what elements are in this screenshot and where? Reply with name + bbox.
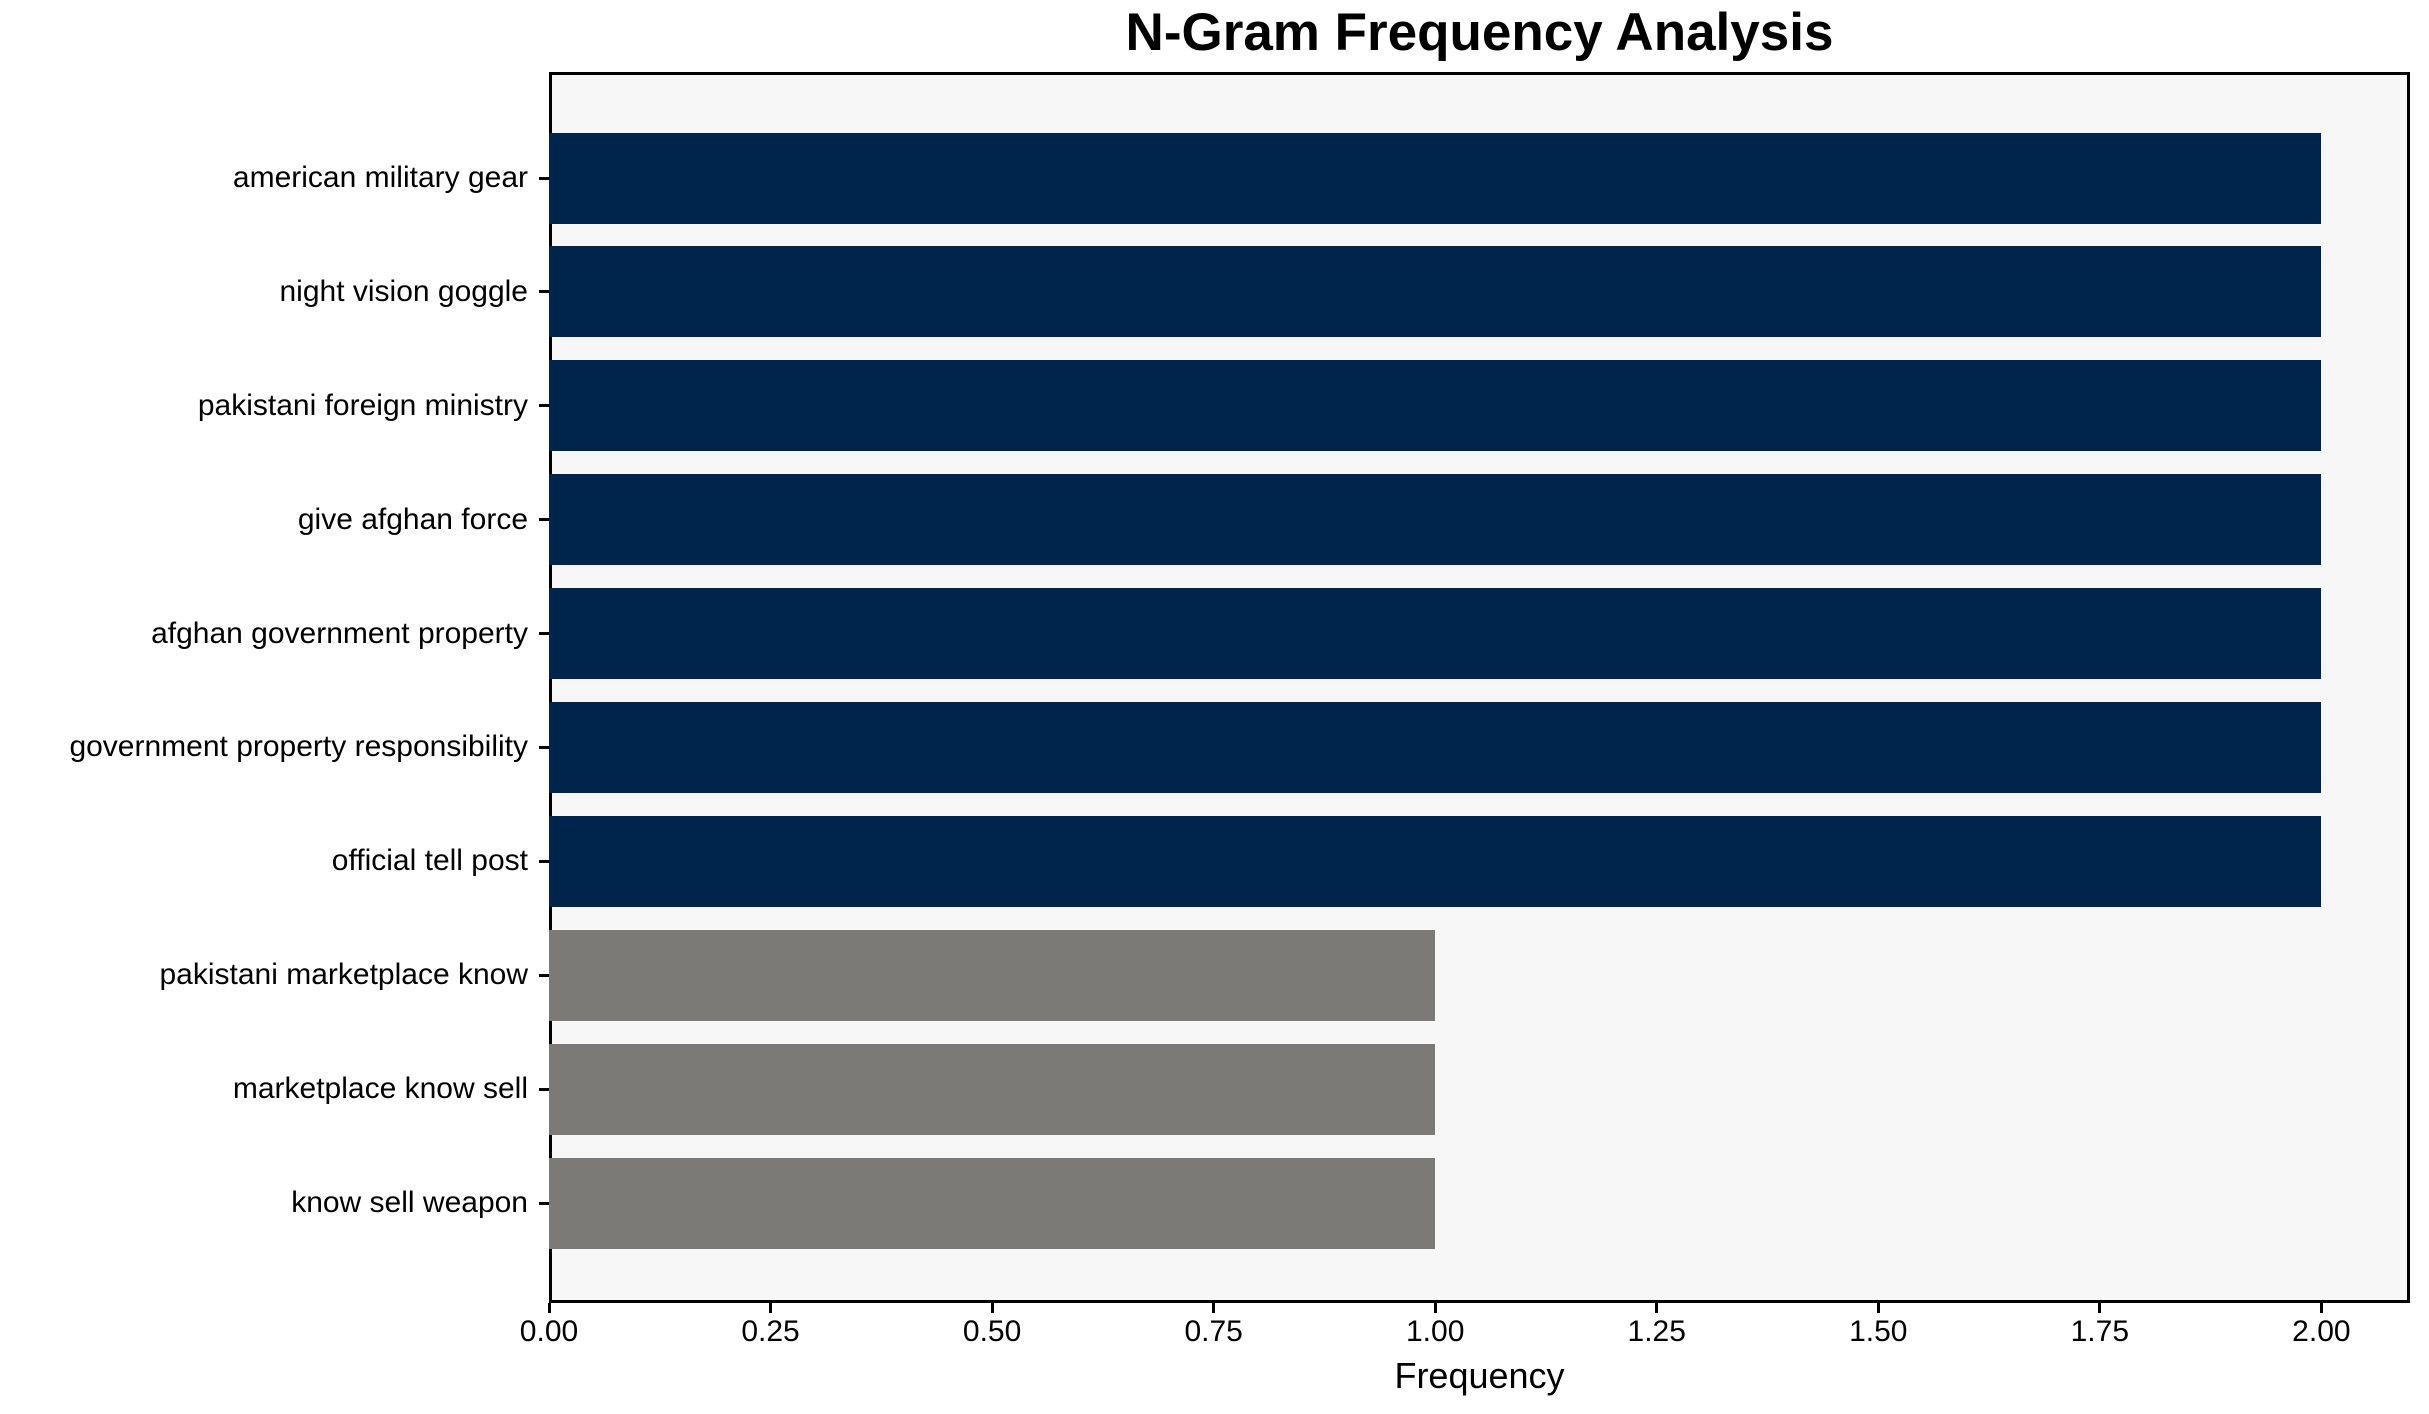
y-tick-label: american military gear — [232, 161, 528, 194]
y-tick-label: official tell post — [331, 844, 528, 878]
x-tick-mark — [2098, 1303, 2102, 1313]
bar-night-vision-goggle — [549, 246, 2322, 338]
y-tick-mark — [539, 1201, 549, 1205]
y-tick-mark — [539, 745, 549, 749]
y-tick-label: give afghan force — [297, 502, 528, 536]
y-tick-mark — [539, 176, 549, 180]
x-tick-mark — [769, 1303, 773, 1313]
bar-american-military-gear — [549, 132, 2322, 224]
y-tick-mark — [539, 404, 549, 408]
y-tick-label: know sell weapon — [291, 1186, 528, 1219]
x-tick-mark — [1212, 1303, 1216, 1313]
bar-official-tell-post — [549, 815, 2322, 907]
x-tick-mark — [1433, 1303, 1437, 1313]
y-tick-label: pakistani marketplace know — [159, 958, 528, 992]
y-tick-label: afghan government property — [151, 616, 528, 650]
x-tick-label: 1.00 — [1405, 1315, 1465, 1348]
x-axis-label: Frequency — [1394, 1355, 1565, 1396]
y-tick-mark — [539, 1087, 549, 1091]
x-tick-mark — [547, 1303, 551, 1313]
bar-pakistani-marketplace-know — [549, 929, 1436, 1021]
bar-know-sell-weapon — [549, 1157, 1436, 1249]
y-tick-mark — [539, 518, 549, 522]
bar-marketplace-know-sell — [549, 1043, 1436, 1135]
x-tick-mark — [990, 1303, 994, 1313]
y-tick-mark — [539, 290, 549, 294]
x-tick-label: 1.50 — [1849, 1315, 1908, 1348]
x-tick-label: 0.25 — [741, 1315, 800, 1348]
bar-give-afghan-force — [549, 474, 2322, 566]
x-tick-label: 0.50 — [962, 1315, 1022, 1348]
y-tick-label: pakistani foreign ministry — [197, 388, 528, 422]
x-tick-label: 1.75 — [2070, 1315, 2130, 1348]
chart-title: N-Gram Frequency Analysis — [1125, 3, 1834, 62]
y-tick-label: government property responsibility — [69, 730, 528, 764]
y-tick-label: marketplace know sell — [232, 1072, 528, 1106]
y-tick-mark — [539, 859, 549, 863]
x-tick-mark — [1876, 1303, 1880, 1313]
y-tick-mark — [539, 632, 549, 636]
x-tick-label: 0.75 — [1184, 1315, 1243, 1348]
x-tick-label: 2.00 — [2292, 1315, 2351, 1348]
bar-pakistani-foreign-ministry — [549, 360, 2322, 452]
x-tick-label: 0.00 — [519, 1315, 579, 1348]
bar-afghan-government-property — [549, 588, 2322, 680]
bar-government-property-responsibility — [549, 701, 2322, 793]
y-tick-mark — [539, 973, 549, 977]
x-tick-label: 1.25 — [1627, 1315, 1686, 1348]
y-tick-label: night vision goggle — [279, 274, 528, 308]
x-tick-mark — [1655, 1303, 1659, 1313]
x-tick-mark — [2319, 1303, 2323, 1313]
